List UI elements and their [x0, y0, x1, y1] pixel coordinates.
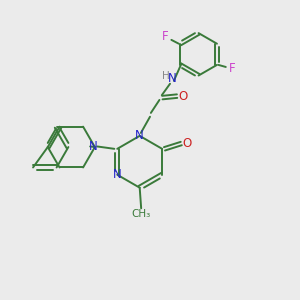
Text: F: F: [162, 30, 168, 44]
Text: N: N: [168, 72, 176, 85]
Text: N: N: [135, 129, 144, 142]
Text: N: N: [113, 168, 122, 181]
Text: F: F: [229, 62, 236, 75]
Text: CH₃: CH₃: [131, 208, 151, 219]
Text: O: O: [178, 90, 188, 103]
Text: N: N: [89, 140, 98, 153]
Text: O: O: [182, 137, 192, 150]
Text: H: H: [162, 71, 170, 81]
